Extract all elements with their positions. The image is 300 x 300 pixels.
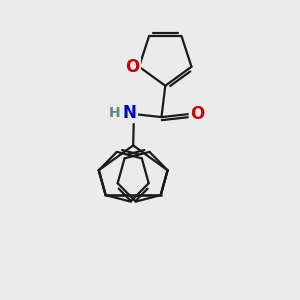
Text: O: O xyxy=(125,58,140,76)
Text: N: N xyxy=(122,103,136,122)
Text: O: O xyxy=(190,105,205,123)
Text: H: H xyxy=(109,106,121,119)
